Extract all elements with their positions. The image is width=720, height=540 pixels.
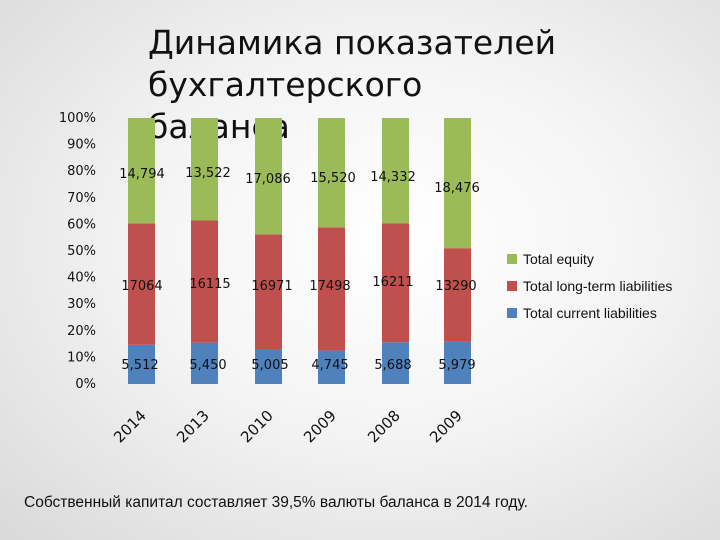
y-tick-label: 40% bbox=[67, 271, 96, 286]
data-label: 5,979 bbox=[438, 358, 475, 373]
y-tick-label: 80% bbox=[67, 164, 96, 179]
x-category-label: 2008 bbox=[364, 407, 404, 447]
bar-segment bbox=[318, 350, 345, 384]
bar-segment bbox=[318, 227, 345, 351]
data-label: 15,520 bbox=[310, 171, 356, 186]
x-category-label: 2013 bbox=[173, 407, 213, 447]
bar-segment bbox=[191, 118, 218, 221]
x-category-label: 2014 bbox=[110, 407, 150, 447]
bar-segment bbox=[128, 118, 155, 224]
y-tick-label: 30% bbox=[67, 297, 96, 312]
x-category-label: 2009 bbox=[300, 407, 340, 447]
data-label: 4,745 bbox=[311, 358, 348, 373]
y-tick-label: 70% bbox=[67, 191, 96, 206]
bar-segment bbox=[191, 220, 218, 343]
bar-segment bbox=[444, 118, 471, 249]
bar-segment bbox=[318, 118, 345, 228]
data-label: 16971 bbox=[251, 279, 292, 294]
bar-segment bbox=[255, 349, 282, 384]
bar-segment bbox=[382, 118, 409, 224]
legend-label: Total long-term liabilities bbox=[523, 278, 672, 294]
bar-segment bbox=[382, 342, 409, 384]
data-label: 5,512 bbox=[121, 358, 158, 373]
data-label: 16115 bbox=[189, 277, 230, 292]
data-label: 14,332 bbox=[370, 170, 416, 185]
y-tick-label: 90% bbox=[67, 138, 96, 153]
y-tick-label: 60% bbox=[67, 217, 96, 232]
y-tick-label: 50% bbox=[67, 244, 96, 259]
legend-label: Total current liabilities bbox=[523, 305, 657, 321]
data-label: 17064 bbox=[121, 279, 162, 294]
legend-swatch bbox=[507, 281, 517, 291]
data-label: 16211 bbox=[372, 275, 413, 290]
data-label: 5,005 bbox=[251, 358, 288, 373]
y-tick-label: 10% bbox=[67, 350, 96, 365]
footnote: Собственный капитал составляет 39,5% вал… bbox=[24, 494, 528, 511]
data-label: 13290 bbox=[435, 279, 476, 294]
bar-segment bbox=[128, 223, 155, 345]
y-tick-label: 20% bbox=[67, 324, 96, 339]
data-label: 5,688 bbox=[374, 358, 411, 373]
bar-segment bbox=[191, 342, 218, 384]
data-label: 5,450 bbox=[189, 358, 226, 373]
data-label: 13,522 bbox=[185, 166, 231, 181]
chart-title: Динамика показателей бухгалтерского бала… bbox=[148, 23, 557, 146]
legend-swatch bbox=[507, 254, 517, 264]
bar-segment bbox=[444, 248, 471, 342]
data-label: 17,086 bbox=[245, 172, 291, 187]
bar-segment bbox=[444, 341, 471, 384]
bar-segment bbox=[255, 118, 282, 235]
bar-segment bbox=[128, 344, 155, 384]
y-tick-label: 100% bbox=[59, 111, 96, 126]
y-tick-label: 0% bbox=[75, 377, 96, 392]
data-label: 14,794 bbox=[119, 167, 165, 182]
legend-label: Total equity bbox=[523, 251, 594, 267]
bar-segment bbox=[382, 223, 409, 343]
data-label: 18,476 bbox=[434, 181, 480, 196]
bar-segment bbox=[255, 234, 282, 350]
x-category-label: 2009 bbox=[426, 407, 466, 447]
x-category-label: 2010 bbox=[237, 407, 277, 447]
data-label: 17498 bbox=[309, 279, 350, 294]
legend-swatch bbox=[507, 308, 517, 318]
